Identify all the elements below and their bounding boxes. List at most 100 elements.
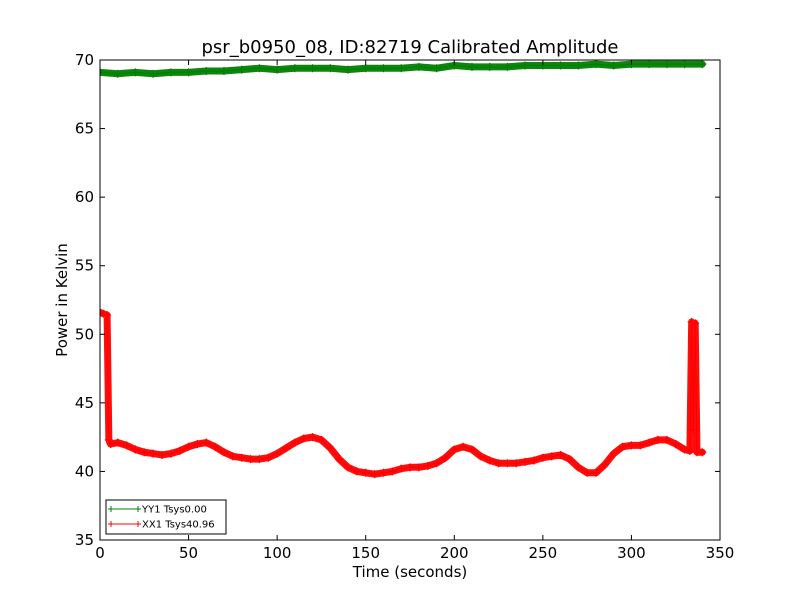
marker-yy1-tsys0-00-7 <box>220 66 228 75</box>
marker-xx1-tsys40-96-43 <box>450 445 459 454</box>
marker-yy1-tsys0-00-13 <box>326 64 335 73</box>
marker-xx1-tsys40-96-62 <box>618 442 627 451</box>
marker-xx1-tsys40-96-37 <box>397 464 406 473</box>
marker-xx1-tsys40-96-41 <box>432 459 441 468</box>
marker-xx1-tsys40-96-5 <box>113 438 122 447</box>
marker-yy1-tsys0-00-28 <box>592 60 600 69</box>
marker-yy1-tsys0-00-23 <box>503 62 512 71</box>
marker-yy1-tsys0-00-31 <box>645 60 654 69</box>
marker-xx1-tsys40-96-12 <box>175 446 184 455</box>
marker-yy1-tsys0-00-33 <box>680 60 689 69</box>
chart-title: psr_b0950_08, ID:82719 Calibrated Amplit… <box>202 37 619 58</box>
marker-yy1-tsys0-00-11 <box>290 64 299 73</box>
marker-xx1-tsys40-96-25 <box>290 438 299 447</box>
marker-xx1-tsys40-96-28 <box>317 435 326 444</box>
marker-xx1-tsys40-96-44 <box>459 442 468 451</box>
marker-xx1-tsys40-96-69 <box>680 445 689 454</box>
marker-yy1-tsys0-00-3 <box>149 69 158 78</box>
marker-xx1-tsys40-96-51 <box>521 457 530 466</box>
marker-xx1-tsys40-96-48 <box>494 459 503 468</box>
y-tick-label-4: 55 <box>75 257 94 275</box>
marker-yy1-tsys0-00-32 <box>662 60 671 69</box>
marker-xx1-tsys40-96-45 <box>468 445 476 454</box>
marker-yy1-tsys0-00-9 <box>255 64 264 73</box>
marker-yy1-tsys0-00-6 <box>202 66 211 75</box>
marker-yy1-tsys0-00-16 <box>379 64 388 73</box>
marker-xx1-tsys40-96-70 <box>685 446 694 455</box>
y-axis-title: Power in Kelvin <box>53 243 71 357</box>
marker-xx1-tsys40-96-66 <box>654 435 662 444</box>
marker-xx1-tsys40-96-61 <box>609 449 618 458</box>
legend-box <box>105 499 227 535</box>
x-tick-label-0: 0 <box>95 544 105 562</box>
x-tick-label-5: 250 <box>529 544 558 562</box>
marker-yy1-tsys0-00-26 <box>556 61 565 70</box>
marker-xx1-tsys40-96-18 <box>228 452 237 461</box>
marker-yy1-tsys0-00-27 <box>574 61 583 70</box>
x-tick-label-1: 50 <box>179 544 198 562</box>
marker-xx1-tsys40-96-34 <box>370 470 379 479</box>
marker-xx1-tsys40-96-39 <box>414 463 423 472</box>
marker-xx1-tsys40-96-31 <box>344 463 352 472</box>
marker-xx1-tsys40-96-36 <box>388 467 397 476</box>
legend-marker-yy1-tsys0-00-0 <box>108 506 114 512</box>
marker-xx1-tsys40-96-3 <box>104 435 113 444</box>
legend: YY1 Tsys0.00 XX1 Tsys40.96 <box>105 499 227 535</box>
legend-label-yy1-tsys0-00: YY1 Tsys0.00 <box>141 505 207 516</box>
x-tick-label-7: 350 <box>706 544 735 562</box>
marker-yy1-tsys0-00-19 <box>432 64 441 73</box>
marker-xx1-tsys40-96-17 <box>220 448 228 457</box>
marker-xx1-tsys40-96-30 <box>335 455 344 464</box>
marker-yy1-tsys0-00-12 <box>308 64 317 73</box>
legend-marker-xx1-tsys40-96-0 <box>108 521 114 527</box>
marker-yy1-tsys0-00-29 <box>609 61 618 70</box>
marker-xx1-tsys40-96-23 <box>273 449 282 458</box>
marker-xx1-tsys40-96-22 <box>264 453 273 462</box>
marker-xx1-tsys40-96-60 <box>600 460 609 469</box>
marker-xx1-tsys40-96-35 <box>379 468 388 477</box>
marker-xx1-tsys40-96-47 <box>485 456 494 465</box>
y-tick-label-2: 45 <box>75 394 94 412</box>
marker-xx1-tsys40-96-68 <box>671 440 680 448</box>
marker-xx1-tsys40-96-27 <box>308 433 317 442</box>
marker-xx1-tsys40-96-58 <box>583 468 592 477</box>
marker-xx1-tsys40-96-57 <box>574 463 583 472</box>
marker-xx1-tsys40-96-38 <box>406 463 414 472</box>
marker-yy1-tsys0-00-24 <box>521 61 530 70</box>
marker-xx1-tsys40-96-4 <box>106 440 115 448</box>
marker-xx1-tsys40-96-6 <box>122 441 131 450</box>
y-tick-label-1: 40 <box>75 462 94 480</box>
marker-xx1-tsys40-96-63 <box>627 441 636 450</box>
marker-xx1-tsys40-96-65 <box>645 438 654 447</box>
marker-xx1-tsys40-96-52 <box>530 456 538 465</box>
y-tick-label-0: 35 <box>75 531 94 549</box>
marker-xx1-tsys40-96-42 <box>441 453 450 462</box>
marker-xx1-tsys40-96-56 <box>565 455 574 464</box>
marker-xx1-tsys40-96-73 <box>691 319 700 328</box>
x-tick-label-4: 200 <box>440 544 469 562</box>
x-tick-label-2: 100 <box>263 544 292 562</box>
marker-xx1-tsys40-96-46 <box>476 452 485 461</box>
legend-marker-yy1-tsys0-00-1 <box>135 506 141 512</box>
marker-xx1-tsys40-96-15 <box>202 438 211 447</box>
legend-marker-xx1-tsys40-96-1 <box>135 521 141 527</box>
marker-yy1-tsys0-00-22 <box>485 62 494 71</box>
marker-yy1-tsys0-00-14 <box>344 65 352 74</box>
marker-xx1-tsys40-96-29 <box>326 444 335 453</box>
marker-xx1-tsys40-96-20 <box>246 455 255 464</box>
plot-area <box>100 60 707 479</box>
marker-xx1-tsys40-96-11 <box>166 449 175 458</box>
marker-xx1-tsys40-96-50 <box>512 459 521 468</box>
marker-xx1-tsys40-96-64 <box>636 441 645 450</box>
marker-xx1-tsys40-96-32 <box>352 467 361 476</box>
marker-xx1-tsys40-96-33 <box>361 468 370 477</box>
marker-xx1-tsys40-96-55 <box>556 450 565 459</box>
marker-xx1-tsys40-96-72 <box>689 426 698 435</box>
marker-xx1-tsys40-96-71 <box>687 317 696 326</box>
y-tick-label-6: 65 <box>75 120 94 138</box>
marker-xx1-tsys40-96-53 <box>538 453 547 462</box>
marker-xx1-tsys40-96-8 <box>140 448 149 457</box>
marker-xx1-tsys40-96-75 <box>698 448 707 457</box>
marker-xx1-tsys40-96-0 <box>100 308 104 317</box>
